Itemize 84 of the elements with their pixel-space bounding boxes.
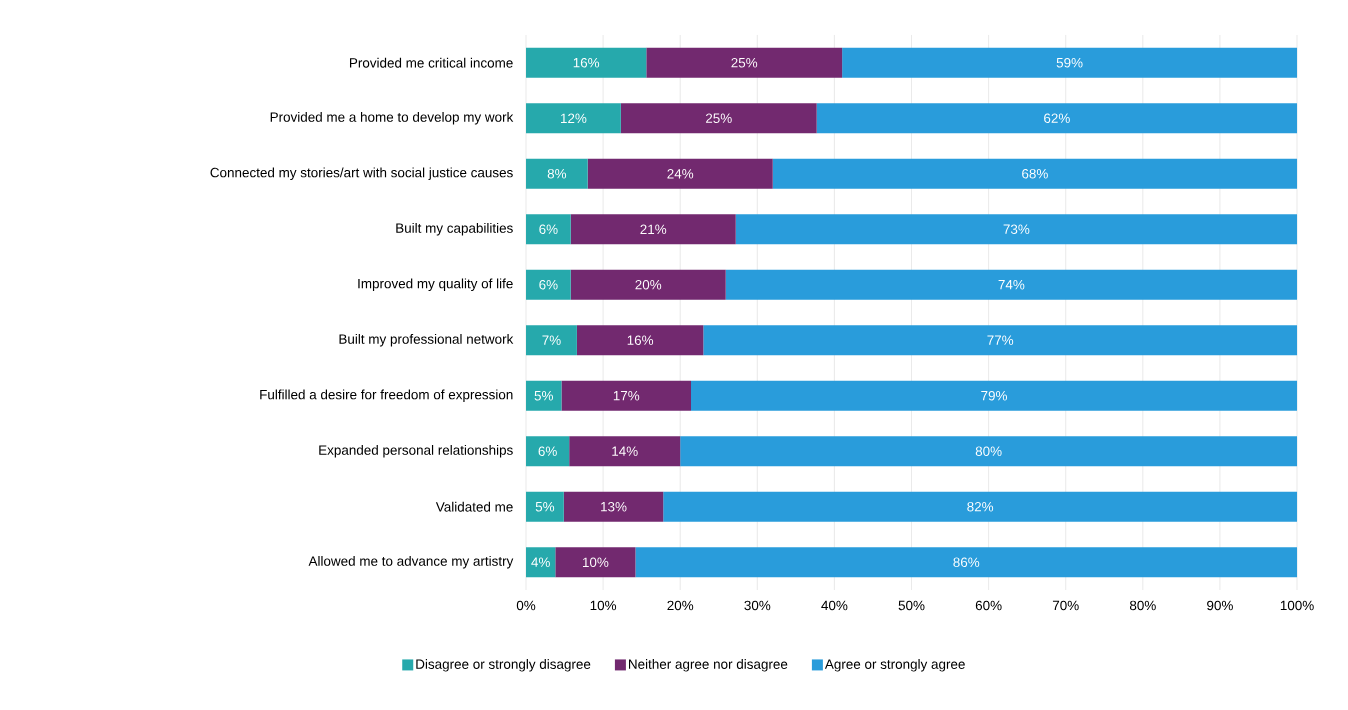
y-tick-label: Provided me a home to develop my work <box>270 111 514 125</box>
data-label: 25% <box>731 57 758 68</box>
x-tick-label: 80% <box>1129 600 1156 611</box>
data-label: 6% <box>539 224 558 234</box>
y-tick-label: Expanded personal relationships <box>319 444 513 458</box>
data-label: 5% <box>534 391 553 401</box>
data-label: 14% <box>612 446 638 456</box>
data-label: 17% <box>613 391 640 401</box>
data-label: 80% <box>975 446 1002 456</box>
bar <box>561 380 692 411</box>
y-tick-label: Provided me critical income <box>349 57 513 68</box>
data-label: 12% <box>561 113 587 123</box>
x-tick-label: 40% <box>821 600 848 611</box>
data-label: 77% <box>987 335 1014 345</box>
data-label: 4% <box>531 557 550 567</box>
x-tick-label: 100% <box>1280 600 1314 611</box>
bar <box>526 103 621 134</box>
y-tick-label: Allowed me to advance my artistry <box>308 555 514 569</box>
data-label: 73% <box>1003 224 1030 234</box>
data-label: 20% <box>635 279 662 290</box>
legend-label: Disagree or strongly disagree <box>416 659 591 672</box>
bar <box>555 547 636 578</box>
y-tick-label: Fulfilled a desire for freedom of expression <box>260 389 513 403</box>
bar <box>570 269 726 300</box>
data-label: 68% <box>1022 168 1048 179</box>
bar <box>526 269 571 300</box>
x-tick-label: 90% <box>1207 600 1233 611</box>
legend-label: Agree or strongly agree <box>824 659 965 672</box>
bar <box>570 214 736 245</box>
data-label: 86% <box>953 557 980 567</box>
x-tick-label: 20% <box>667 600 694 611</box>
x-tick-label: 60% <box>975 600 1002 611</box>
bar <box>526 491 564 522</box>
data-label: 10% <box>582 557 609 567</box>
data-label: 6% <box>539 279 558 290</box>
data-label: 59% <box>1056 57 1083 68</box>
bar <box>635 547 1298 578</box>
data-label: 13% <box>601 501 627 512</box>
data-label: 8% <box>547 168 567 179</box>
y-tick-label: Improved my quality of life <box>358 278 513 292</box>
bar <box>526 380 562 411</box>
data-label: 5% <box>535 502 555 512</box>
data-label: 62% <box>1044 113 1070 123</box>
bar <box>526 325 577 356</box>
x-tick-label: 70% <box>1052 600 1079 611</box>
data-label: 79% <box>981 390 1008 401</box>
y-tick-label: Built my professional network <box>339 333 514 347</box>
data-label: 16% <box>627 335 654 345</box>
y-tick-label: Connected my stories/art with social justice causes <box>210 167 513 181</box>
bar <box>576 325 704 356</box>
data-label: 21% <box>640 224 667 234</box>
data-label: 16% <box>573 57 600 68</box>
x-tick-label: 10% <box>590 600 617 611</box>
data-label: 82% <box>967 501 994 512</box>
y-tick-label: Validated me <box>435 501 513 512</box>
bar <box>703 325 1298 356</box>
x-tick-label: 50% <box>898 600 925 611</box>
bar <box>587 158 773 189</box>
bar <box>569 436 681 467</box>
data-label: 7% <box>542 335 561 345</box>
data-label: 6% <box>538 446 557 456</box>
bar <box>691 380 1298 411</box>
bar <box>563 491 664 522</box>
bar <box>816 103 1298 134</box>
y-tick-label: Built my capabilities <box>396 222 513 236</box>
bar <box>526 47 647 78</box>
bar <box>526 158 588 189</box>
data-label: 74% <box>998 280 1025 290</box>
bar <box>646 47 843 78</box>
bar <box>620 103 817 134</box>
bar <box>526 547 556 578</box>
bar <box>725 269 1298 300</box>
data-label: 25% <box>705 113 732 123</box>
bar <box>526 436 570 467</box>
x-tick-label: 30% <box>744 600 771 611</box>
bar <box>680 436 1298 467</box>
legend-label: Neither agree nor disagree <box>629 659 788 672</box>
data-label: 24% <box>667 169 694 179</box>
bar <box>772 158 1298 189</box>
bar <box>735 214 1298 245</box>
bar <box>842 47 1298 78</box>
x-tick-label: 0% <box>516 600 536 611</box>
bar <box>526 214 571 245</box>
bar <box>663 491 1298 522</box>
